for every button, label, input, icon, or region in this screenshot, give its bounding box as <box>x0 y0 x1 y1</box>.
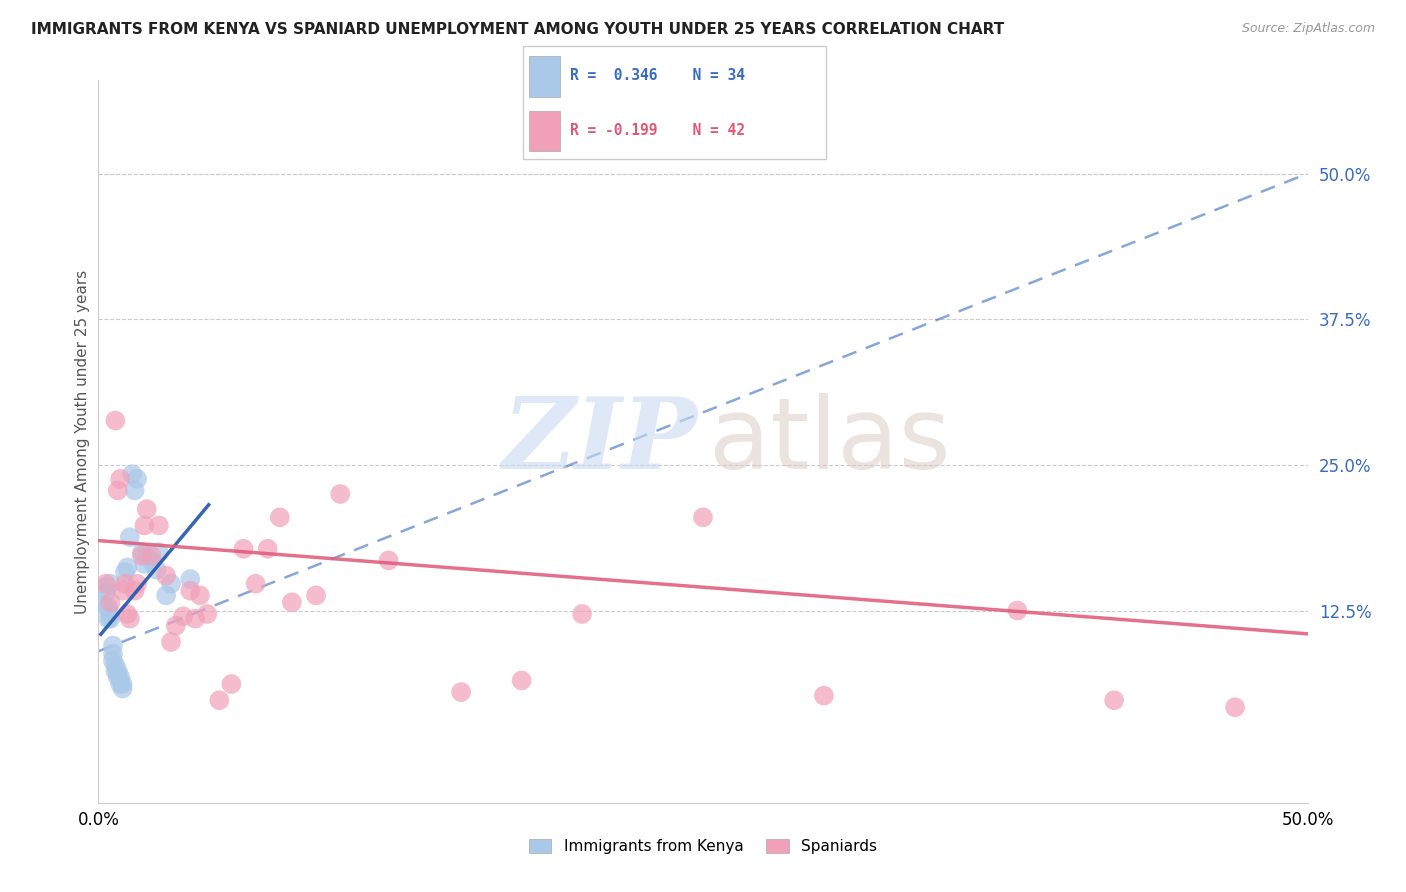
Point <box>91 598 114 612</box>
Text: ZIP: ZIP <box>502 393 697 490</box>
Point <box>107 664 129 678</box>
Point <box>571 607 593 621</box>
Point <box>155 588 177 602</box>
Point <box>111 681 134 696</box>
Point <box>117 607 139 621</box>
Legend: Immigrants from Kenya, Spaniards: Immigrants from Kenya, Spaniards <box>523 833 883 860</box>
Point <box>148 518 170 533</box>
FancyBboxPatch shape <box>523 45 827 160</box>
Point <box>329 487 352 501</box>
Text: R = -0.199    N = 42: R = -0.199 N = 42 <box>569 123 745 138</box>
Point <box>179 572 201 586</box>
Point <box>172 609 194 624</box>
Point <box>100 576 122 591</box>
Point <box>111 583 134 598</box>
Text: Source: ZipAtlas.com: Source: ZipAtlas.com <box>1241 22 1375 36</box>
Point <box>141 549 163 563</box>
Point <box>114 576 136 591</box>
Point <box>221 677 243 691</box>
Point <box>1223 700 1246 714</box>
Point <box>208 693 231 707</box>
Point <box>160 635 183 649</box>
Point <box>121 467 143 482</box>
Point <box>188 588 211 602</box>
Point <box>100 612 122 626</box>
Point <box>94 576 117 591</box>
Point <box>510 673 533 688</box>
Point <box>145 563 167 577</box>
Point <box>1102 693 1125 707</box>
Point <box>692 510 714 524</box>
Point <box>108 670 131 684</box>
Point <box>160 576 183 591</box>
Point <box>305 588 328 602</box>
Point <box>195 607 218 621</box>
Point <box>117 560 139 574</box>
Point <box>124 583 146 598</box>
Point <box>127 472 149 486</box>
Point <box>108 677 131 691</box>
Point <box>131 545 153 559</box>
Text: R =  0.346    N = 34: R = 0.346 N = 34 <box>569 69 745 84</box>
Point <box>269 510 291 524</box>
Point <box>118 612 141 626</box>
Point <box>135 502 157 516</box>
Point <box>184 612 207 626</box>
Point <box>101 654 124 668</box>
Point <box>281 595 304 609</box>
Point <box>104 413 127 427</box>
Point <box>94 586 117 600</box>
Point <box>114 565 136 579</box>
Point <box>148 545 170 559</box>
Point <box>141 555 163 569</box>
Point <box>131 549 153 563</box>
Point <box>813 689 835 703</box>
Point <box>155 568 177 582</box>
Text: IMMIGRANTS FROM KENYA VS SPANIARD UNEMPLOYMENT AMONG YOUTH UNDER 25 YEARS CORREL: IMMIGRANTS FROM KENYA VS SPANIARD UNEMPL… <box>31 22 1004 37</box>
FancyBboxPatch shape <box>530 56 561 97</box>
Point <box>100 607 122 621</box>
Point <box>179 583 201 598</box>
Point <box>165 618 187 632</box>
Point <box>100 595 122 609</box>
Point <box>1007 603 1029 617</box>
Point <box>232 541 254 556</box>
Point <box>104 664 127 678</box>
Point <box>107 670 129 684</box>
Text: atlas: atlas <box>709 393 950 490</box>
Point <box>97 612 120 626</box>
Point <box>104 658 127 673</box>
Point <box>134 557 156 571</box>
Point <box>256 541 278 556</box>
Point <box>101 639 124 653</box>
Point <box>108 472 131 486</box>
Point <box>134 518 156 533</box>
Point <box>450 685 472 699</box>
Point <box>377 553 399 567</box>
Point <box>135 549 157 563</box>
FancyBboxPatch shape <box>530 111 561 152</box>
Point <box>118 530 141 544</box>
Point <box>124 483 146 498</box>
Point <box>127 576 149 591</box>
Point <box>94 580 117 594</box>
Point <box>111 677 134 691</box>
Point <box>97 600 120 615</box>
Y-axis label: Unemployment Among Youth under 25 years: Unemployment Among Youth under 25 years <box>75 269 90 614</box>
Point <box>101 647 124 661</box>
Point <box>107 483 129 498</box>
Point <box>245 576 267 591</box>
